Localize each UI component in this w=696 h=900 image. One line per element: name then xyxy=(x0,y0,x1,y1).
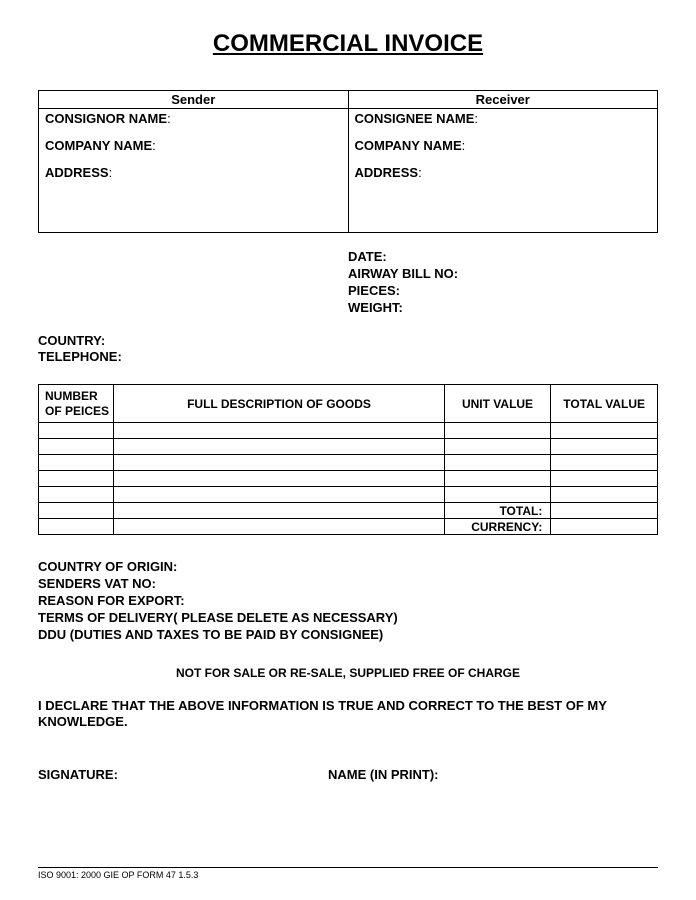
consignor-name-label: CONSIGNOR NAME xyxy=(45,111,167,126)
table-cell xyxy=(39,471,114,487)
meta-block: DATE: AIRWAY BILL NO: PIECES: WEIGHT: xyxy=(348,249,658,317)
signature-row: SIGNATURE: NAME (IN PRINT): xyxy=(38,767,658,782)
table-row xyxy=(39,455,658,471)
date-label: DATE: xyxy=(348,249,658,266)
footer-text: ISO 9001: 2000 GIE OP FORM 47 1.5.3 xyxy=(38,867,658,880)
table-cell xyxy=(444,455,551,471)
telephone-label: TELEPHONE: xyxy=(38,349,658,366)
col-number-header: NUMBER OF PEICES xyxy=(39,385,114,423)
table-cell xyxy=(114,423,444,439)
table-cell xyxy=(39,487,114,503)
table-cell xyxy=(444,423,551,439)
table-cell xyxy=(114,471,444,487)
table-cell xyxy=(444,471,551,487)
table-cell xyxy=(551,455,658,471)
table-cell xyxy=(551,423,658,439)
table-row xyxy=(39,439,658,455)
reason-for-export-label: REASON FOR EXPORT: xyxy=(38,593,658,610)
document-title: COMMERCIAL INVOICE xyxy=(38,30,658,58)
table-row xyxy=(39,423,658,439)
receiver-company-label: COMPANY NAME xyxy=(355,138,462,153)
weight-label: WEIGHT: xyxy=(348,300,658,317)
table-cell xyxy=(39,519,114,535)
senders-vat-label: SENDERS VAT NO: xyxy=(38,576,658,593)
airway-bill-label: AIRWAY BILL NO: xyxy=(348,266,658,283)
table-cell xyxy=(39,503,114,519)
table-cell xyxy=(39,455,114,471)
sender-address-label: ADDRESS xyxy=(45,165,109,180)
table-cell xyxy=(114,455,444,471)
col-unit-header: UNIT VALUE xyxy=(444,385,551,423)
sender-header: Sender xyxy=(39,91,349,109)
table-cell xyxy=(39,439,114,455)
consignee-name-label: CONSIGNEE NAME xyxy=(355,111,475,126)
receiver-cell: CONSIGNEE NAME: COMPANY NAME: ADDRESS: xyxy=(348,109,658,233)
pieces-label: PIECES: xyxy=(348,283,658,300)
col-total-header: TOTAL VALUE xyxy=(551,385,658,423)
table-cell xyxy=(114,503,444,519)
table-cell xyxy=(444,487,551,503)
declaration-text: I DECLARE THAT THE ABOVE INFORMATION IS … xyxy=(38,698,658,732)
col-desc-header: FULL DESCRIPTION OF GOODS xyxy=(114,385,444,423)
table-cell xyxy=(551,439,658,455)
table-cell xyxy=(39,423,114,439)
table-cell xyxy=(551,471,658,487)
table-cell xyxy=(114,519,444,535)
country-of-origin-label: COUNTRY OF ORIGIN: xyxy=(38,559,658,576)
table-cell xyxy=(114,439,444,455)
table-row-total: TOTAL: xyxy=(39,503,658,519)
table-row xyxy=(39,487,658,503)
bottom-block: COUNTRY OF ORIGIN: SENDERS VAT NO: REASO… xyxy=(38,559,658,643)
table-cell xyxy=(444,439,551,455)
table-cell xyxy=(114,487,444,503)
ddu-label: DDU (DUTIES AND TAXES TO BE PAID BY CONS… xyxy=(38,627,658,644)
receiver-address-label: ADDRESS xyxy=(355,165,419,180)
table-cell xyxy=(551,487,658,503)
signature-label: SIGNATURE: xyxy=(38,767,328,782)
contact-block: COUNTRY: TELEPHONE: xyxy=(38,333,658,367)
party-table: Sender Receiver CONSIGNOR NAME: COMPANY … xyxy=(38,90,658,233)
terms-of-delivery-label: TERMS OF DELIVERY( PLEASE DELETE AS NECE… xyxy=(38,610,658,627)
goods-table: NUMBER OF PEICES FULL DESCRIPTION OF GOO… xyxy=(38,384,658,535)
sender-company-label: COMPANY NAME xyxy=(45,138,152,153)
receiver-header: Receiver xyxy=(348,91,658,109)
currency-label-cell: CURRENCY: xyxy=(444,519,551,535)
table-row-currency: CURRENCY: xyxy=(39,519,658,535)
table-row xyxy=(39,471,658,487)
sender-cell: CONSIGNOR NAME: COMPANY NAME: ADDRESS: xyxy=(39,109,349,233)
country-label: COUNTRY: xyxy=(38,333,658,350)
not-for-sale-note: NOT FOR SALE OR RE-SALE, SUPPLIED FREE O… xyxy=(38,666,658,680)
total-label-cell: TOTAL: xyxy=(444,503,551,519)
table-cell xyxy=(551,503,658,519)
table-cell xyxy=(551,519,658,535)
name-in-print-label: NAME (IN PRINT): xyxy=(328,767,439,782)
